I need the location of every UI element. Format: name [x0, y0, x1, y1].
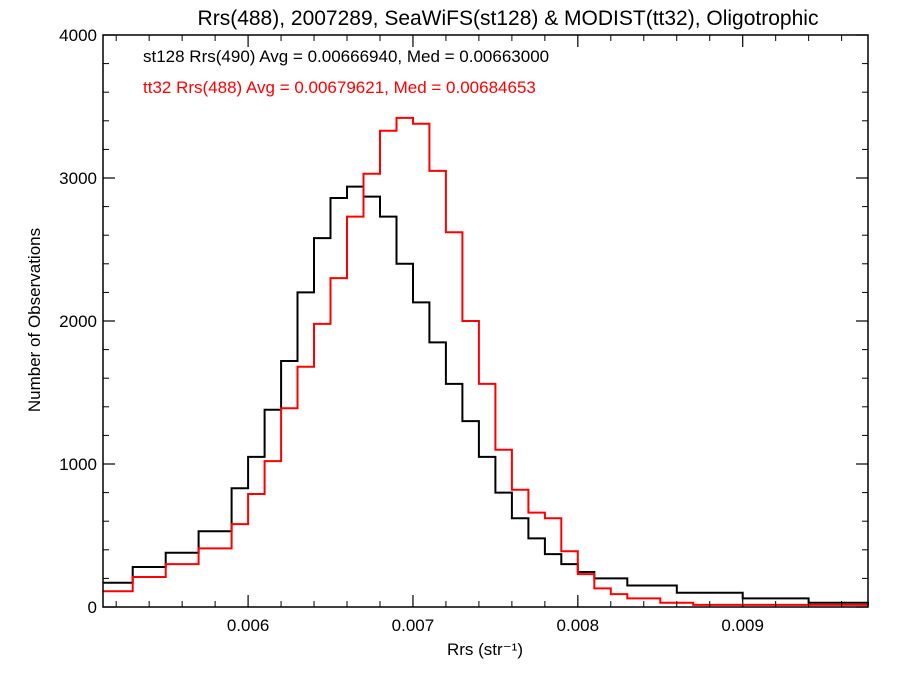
plot-frame — [102, 34, 869, 608]
legend: st128 Rrs(490) Avg = 0.00666940, Med = 0… — [143, 47, 549, 97]
x-tick-label: 0.007 — [392, 616, 435, 635]
series-line-st128 — [103, 185, 869, 605]
chart-title: Rrs(488), 2007289, SeaWiFS(st128) & MODI… — [198, 7, 819, 30]
y-tick-label: 1000 — [59, 455, 97, 474]
series-line-tt32 — [103, 116, 869, 607]
x-tick-label: 0.008 — [557, 616, 600, 635]
y-tick-label: 0 — [88, 598, 97, 617]
y-axis-label: Number of Observations — [25, 228, 44, 412]
legend-entry-tt32: tt32 Rrs(488) Avg = 0.00679621, Med = 0.… — [143, 78, 536, 97]
legend-entry-st128: st128 Rrs(490) Avg = 0.00666940, Med = 0… — [143, 47, 549, 66]
x-tick-label: 0.009 — [721, 616, 764, 635]
y-tick-label: 3000 — [59, 169, 97, 188]
x-axis-label: Rrs (str⁻¹) — [447, 640, 523, 659]
y-tick-label: 2000 — [59, 312, 97, 331]
series-layer — [103, 116, 869, 607]
y-tick-label: 4000 — [59, 26, 97, 45]
x-tick-label: 0.006 — [227, 616, 270, 635]
axes-layer: 0.006 0.007 0.008 0.009 0 1000 2000 3000 4000 — [59, 26, 869, 635]
